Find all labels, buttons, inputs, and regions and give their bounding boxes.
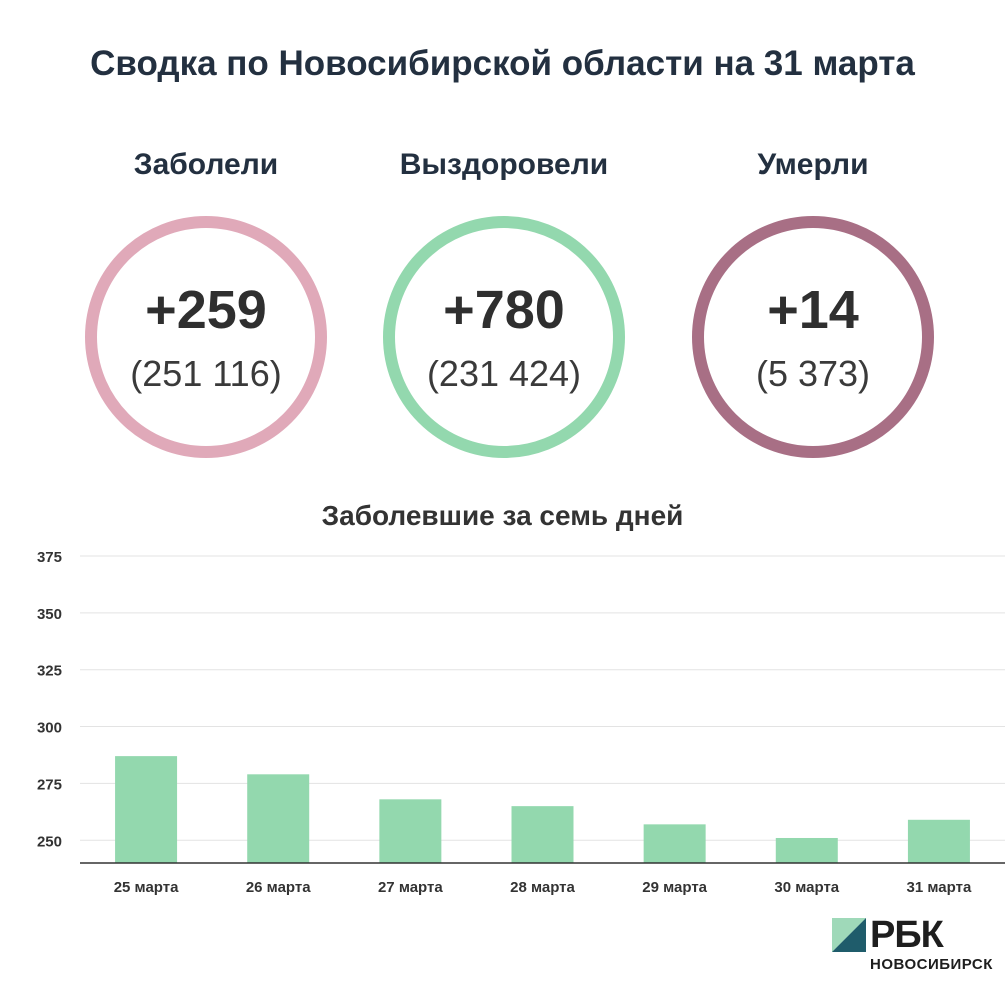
bar — [511, 806, 574, 863]
bar — [379, 799, 442, 863]
x-tick-label: 28 марта — [510, 879, 575, 896]
x-tick-label: 30 марта — [774, 879, 839, 896]
page-title: Сводка по Новосибирской области на 31 ма… — [90, 44, 915, 83]
logo-mark-icon — [832, 918, 866, 952]
stat-ring: +259 (251 116) — [85, 216, 327, 458]
y-tick-label: 325 — [37, 663, 62, 680]
stat-delta: +14 — [767, 280, 859, 340]
stat-infected: Заболели +259 (251 116) — [56, 140, 356, 458]
stat-ring: +780 (231 424) — [383, 216, 625, 458]
stat-total: (231 424) — [426, 353, 582, 394]
stat-delta: +259 — [145, 280, 267, 340]
y-tick-label: 375 — [37, 549, 62, 566]
stat-label: Умерли — [757, 148, 869, 181]
y-tick-label: 275 — [37, 776, 62, 793]
stat-total: (251 116) — [130, 353, 282, 394]
x-tick-label: 26 марта — [246, 879, 311, 896]
bar — [775, 837, 838, 863]
stat-delta: +780 — [443, 280, 565, 340]
stat-label: Выздоровели — [399, 148, 609, 181]
rbc-logo: РБК НОВОСИБИРСК — [832, 912, 997, 973]
bar — [247, 774, 310, 863]
x-tick-label: 27 марта — [378, 879, 443, 896]
bar-chart: 250 275 300 325 350 375 25 марта 26 марта 27 мар… — [37, 549, 1005, 896]
logo-subtitle: НОВОСИБИРСК — [870, 956, 993, 973]
logo-text: РБК — [870, 914, 944, 956]
y-tick-label: 350 — [37, 606, 62, 623]
x-tick-label: 31 марта — [907, 879, 972, 896]
bar — [115, 756, 178, 863]
stat-total: (5 373) — [755, 353, 871, 394]
chart-title: Заболевшие за семь дней — [321, 500, 684, 531]
bar — [643, 824, 706, 863]
x-tick-label: 29 марта — [642, 879, 707, 896]
stat-ring: +14 (5 373) — [692, 216, 934, 458]
x-tick-label: 25 марта — [114, 879, 179, 896]
stat-deaths: Умерли +14 (5 373) — [663, 140, 963, 458]
stat-label: Заболели — [133, 148, 279, 181]
stat-recovered: Выздоровели +780 (231 424) — [354, 140, 654, 458]
bar — [907, 819, 970, 863]
y-tick-label: 250 — [37, 833, 62, 850]
y-tick-label: 300 — [37, 720, 62, 737]
